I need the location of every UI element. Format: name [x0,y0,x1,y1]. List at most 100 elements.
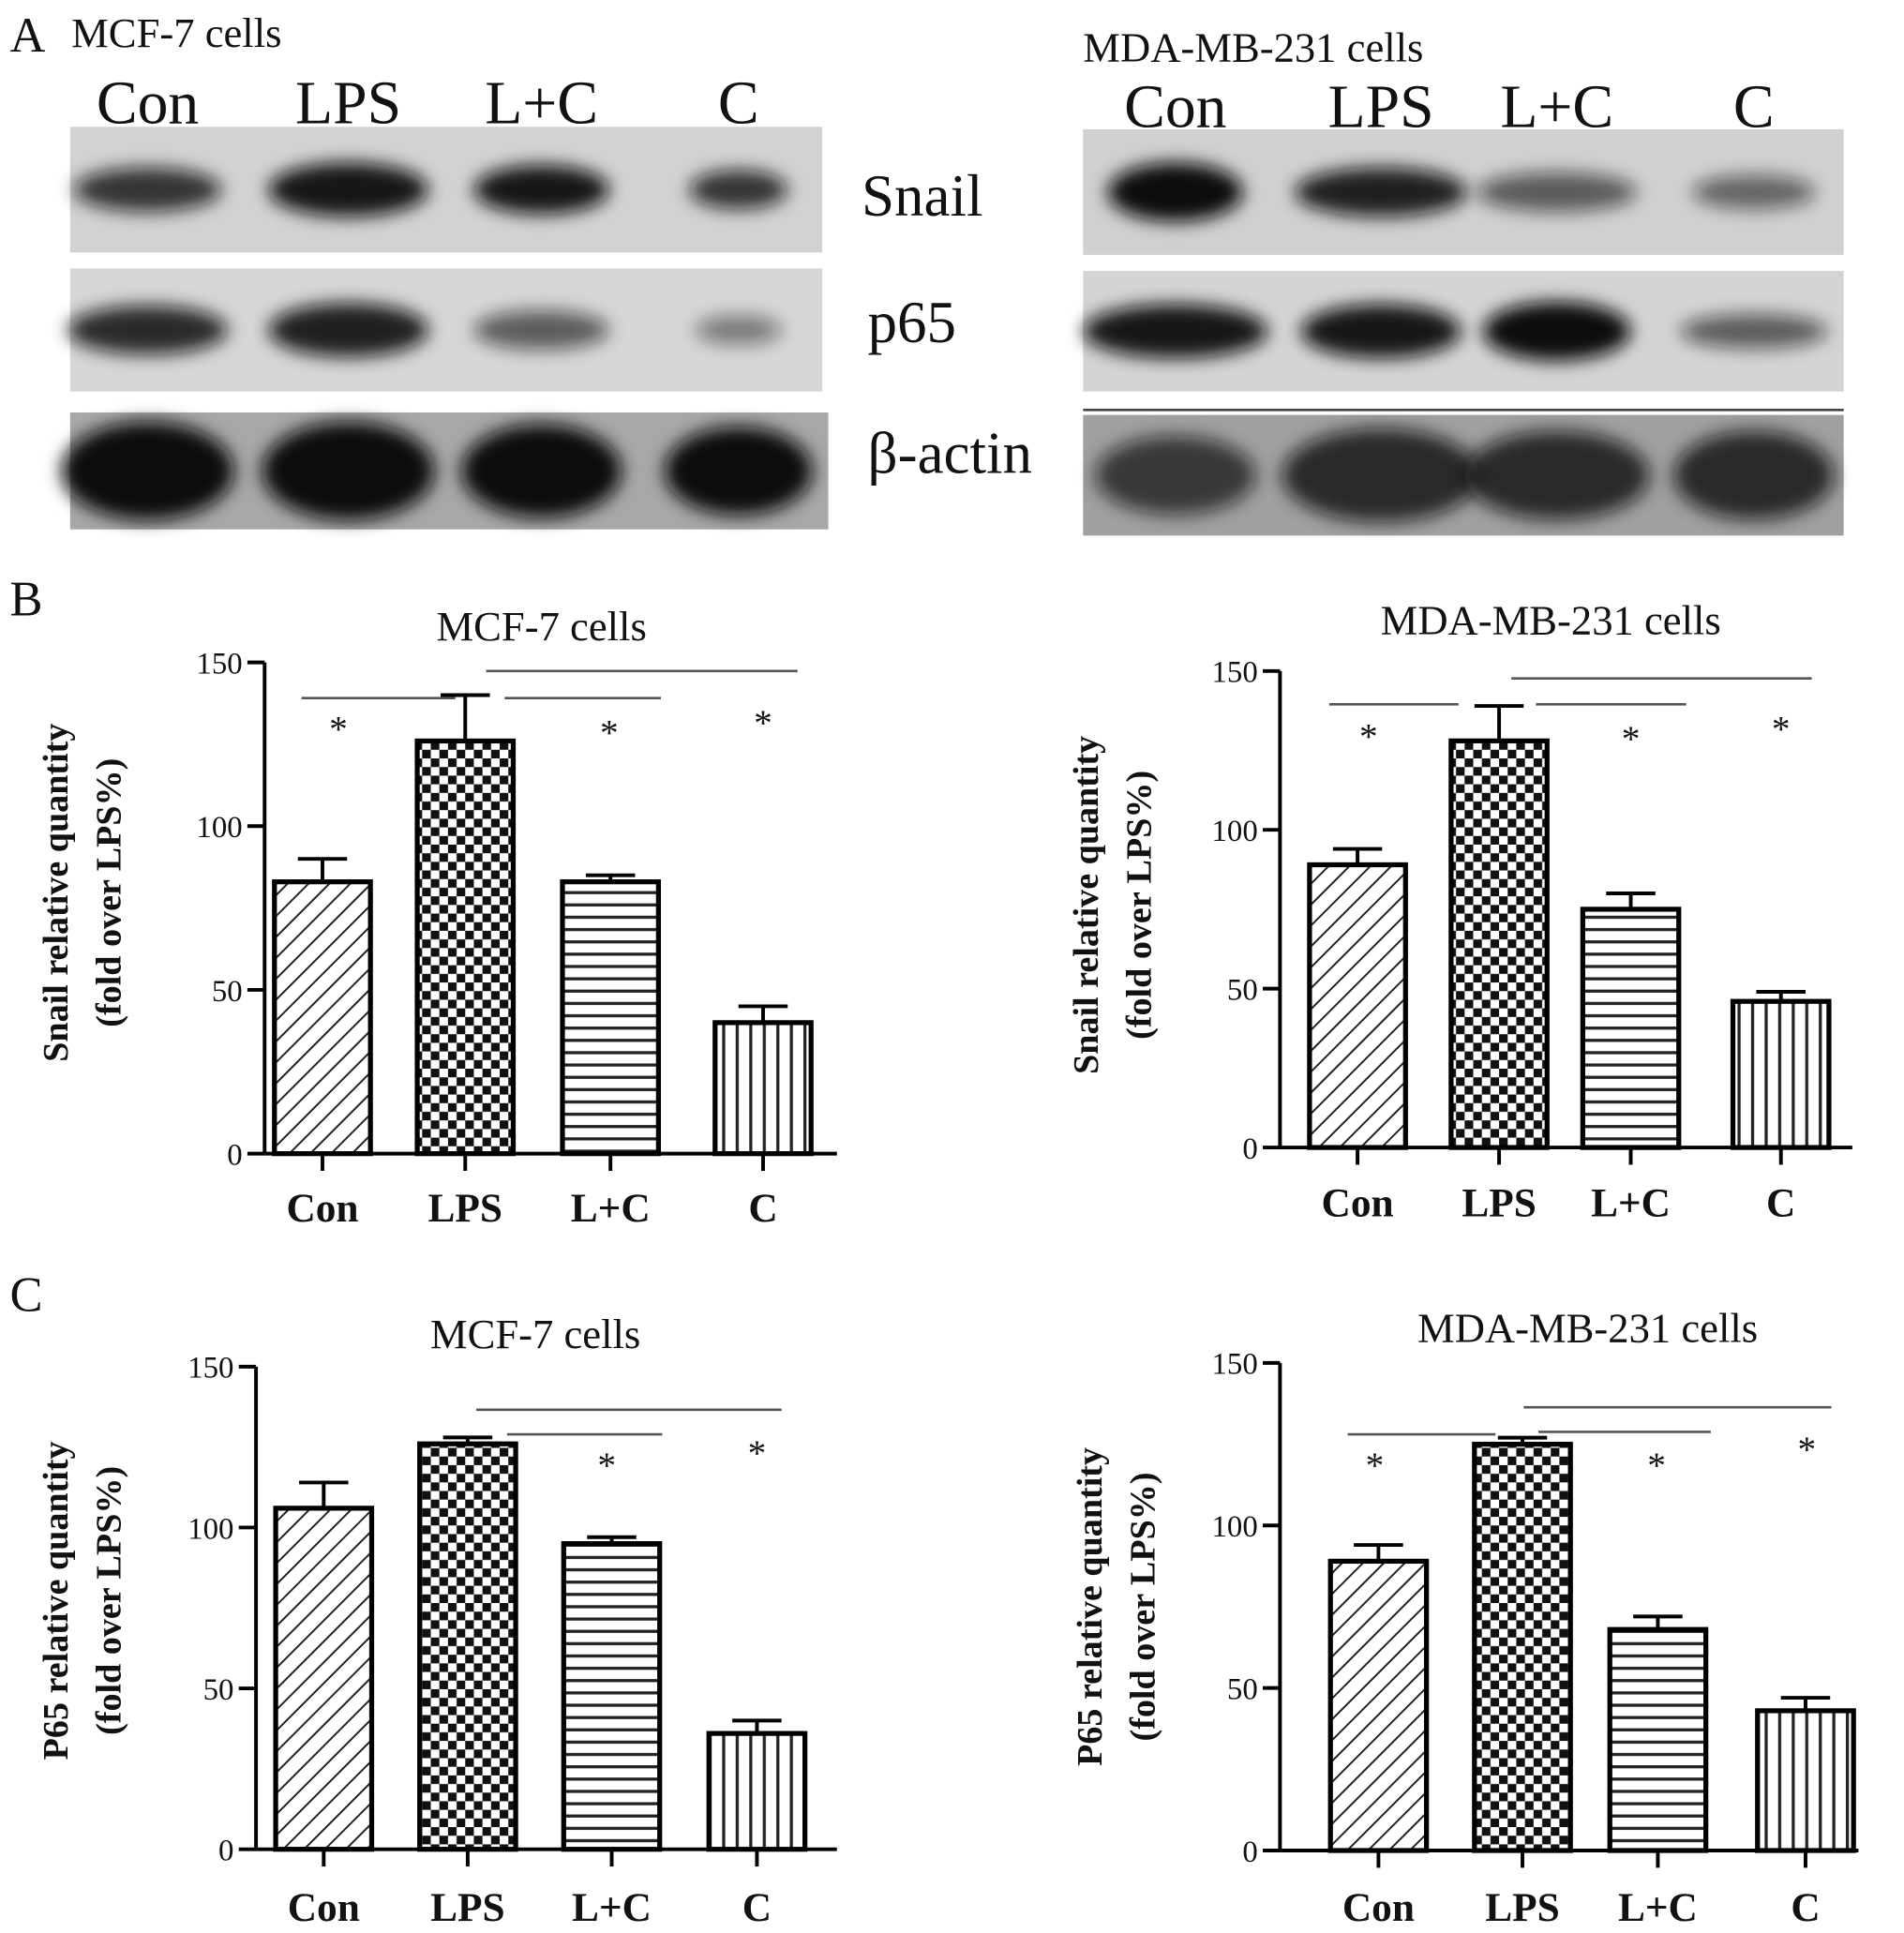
y-tick-label: 0 [1242,1132,1257,1166]
blot-row-label: p65 [868,290,957,355]
significance-star: * [1772,709,1791,750]
y-tick-label: 150 [1212,1348,1258,1382]
x-tick-label: LPS [428,1186,502,1231]
panel-label: A [10,8,46,63]
blot-band [1692,174,1816,210]
blot-band [473,309,609,350]
blot-row-label: β-actin [868,420,1032,486]
blot-band [1680,313,1828,349]
y-tick-label: 50 [1227,973,1258,1007]
y-axis-label: (fold over LPS%) [90,1466,129,1735]
significance-star: * [1622,718,1641,759]
bar [1327,1558,1430,1853]
y-tick-label: 100 [1212,815,1258,848]
significance-star: * [329,709,348,750]
bar [1472,1441,1573,1853]
blot-band [67,305,228,355]
significance-star: * [1359,716,1378,757]
x-tick-label: C [1791,1885,1820,1930]
y-tick-label: 100 [196,811,242,845]
chart-title: MDA-MB-231 cells [1417,1305,1758,1352]
bar [561,1540,663,1852]
y-axis-label: (fold over LPS%) [1123,1472,1162,1741]
significance-star: * [754,702,772,743]
chart-title: MCF-7 cells [430,1311,640,1357]
blot-band [1095,435,1256,515]
bar [1448,738,1550,1150]
bar [417,1441,518,1852]
blot-band [461,424,622,518]
blot-band [73,167,222,212]
blot-band [689,170,788,210]
y-axis-label: Snail relative quantity [1067,736,1106,1074]
x-tick-label: Con [1322,1181,1394,1226]
x-tick-label: Con [1342,1885,1415,1930]
y-axis-label: P65 relative quantity [1071,1447,1110,1766]
blot-band [1483,301,1631,361]
y-tick-label: 0 [218,1835,233,1868]
blot-row-label: Snail [862,163,983,229]
x-tick-label: L+C [1591,1181,1671,1226]
y-tick-label: 0 [1242,1836,1257,1869]
y-tick-label: 150 [1212,656,1258,690]
blot-band [1107,162,1243,222]
bar [273,1506,375,1852]
lane-label: C [718,68,759,137]
significance-star: * [1366,1445,1385,1486]
y-tick-label: 50 [1227,1672,1258,1706]
y-tick-label: 150 [196,647,242,681]
y-axis-label: Snail relative quantity [37,724,76,1062]
significance-star: * [600,712,619,754]
bar [706,1731,808,1852]
blot-band [1300,304,1462,359]
x-tick-label: Con [286,1186,358,1231]
y-tick-label: 150 [187,1352,233,1386]
x-tick-label: L+C [571,1186,651,1231]
bar [1607,1626,1709,1853]
significance-star: * [1647,1445,1666,1486]
blot-band [1295,167,1467,217]
bar [712,1020,814,1157]
bar [1730,998,1832,1150]
bar [1307,862,1408,1150]
y-tick-label: 0 [227,1138,242,1172]
blot-band [1464,430,1650,520]
blot-band [1083,304,1268,359]
y-tick-label: 100 [187,1512,233,1546]
chart-title: MCF-7 cells [436,603,646,650]
blot-band [473,164,609,215]
y-tick-label: 100 [1212,1510,1258,1544]
significance-star: * [1797,1429,1816,1470]
y-tick-label: 50 [212,975,243,1009]
bar [272,879,373,1157]
bar [414,738,517,1157]
x-tick-label: LPS [1462,1181,1536,1226]
significance-star: * [748,1432,767,1474]
blot-band [1282,428,1480,522]
panel-label: C [10,1268,43,1323]
blot-title: MDA-MB-231 cells [1083,24,1423,71]
blot-band [1477,172,1638,212]
bar [1755,1708,1856,1853]
chart-title: MDA-MB-231 cells [1381,596,1721,643]
x-tick-label: LPS [1485,1885,1559,1930]
y-tick-label: 50 [203,1673,234,1707]
blot-band [664,427,813,516]
blot-band [262,421,435,520]
blot-band [268,303,428,357]
blot-band [695,315,782,345]
y-axis-label: (fold over LPS%) [90,758,129,1027]
blot-title: MCF-7 cells [71,9,281,56]
blot-band [1673,430,1835,520]
x-tick-label: LPS [430,1885,504,1930]
significance-star: * [597,1445,616,1486]
x-tick-label: C [1766,1181,1795,1226]
blot-band [268,162,428,217]
lane-label: L+C [485,68,598,137]
lane-label: Con [97,68,199,137]
x-tick-label: C [742,1885,772,1930]
blot-band [61,421,234,520]
bar [1580,907,1682,1150]
x-tick-label: C [748,1186,777,1231]
